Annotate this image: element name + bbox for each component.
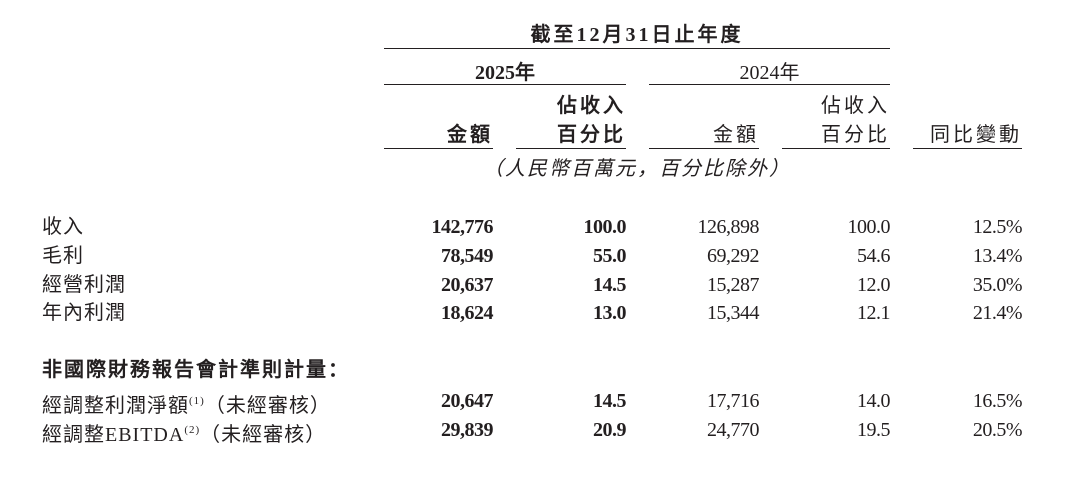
divider [649, 148, 759, 149]
yoy-change: 12.5% [972, 216, 1023, 238]
yoy-change: 21.4% [972, 302, 1023, 324]
amount-2024: 15,287 [707, 274, 760, 296]
divider [782, 148, 890, 149]
unaudited-note: （未經審核） [204, 395, 331, 417]
non-ifrs-heading-row: 非國際財務報告會計準則計量： [0, 356, 1080, 384]
pct-2024: 12.1 [857, 302, 891, 324]
amount-2025: 29,839 [441, 419, 494, 441]
pct-2025: 100.0 [583, 216, 627, 238]
amount-2024: 69,292 [707, 245, 760, 267]
col-pct-2024-line1: 佔收入 [821, 95, 890, 117]
row-label: 經調整EBITDA(2)（未經審核） [42, 416, 326, 449]
year-current-heading: 2025年 [475, 62, 535, 84]
col-amount-2024: 金額 [713, 124, 759, 146]
pct-2025: 13.0 [593, 302, 627, 324]
amount-2024: 17,716 [707, 390, 760, 412]
row-label-text: 經調整EBITDA [42, 424, 185, 446]
table-row-profit-for-year: 年內利潤 18,624 13.0 15,344 12.1 21.4% [0, 299, 1080, 327]
year-prior-heading: 2024年 [739, 62, 800, 84]
row-label: 經調整利潤淨額(1)（未經審核） [42, 387, 331, 420]
yoy-change: 20.5% [972, 419, 1023, 441]
footnote-marker: (1) [189, 395, 205, 407]
table-row-operating-profit: 經營利潤 20,637 14.5 15,287 12.0 35.0% [0, 271, 1080, 299]
amount-2024: 126,898 [697, 216, 760, 238]
col-pct-2025-line1: 佔收入 [557, 95, 626, 117]
table-row-revenue: 收入 142,776 100.0 126,898 100.0 12.5% [0, 213, 1080, 241]
divider [649, 84, 890, 85]
non-ifrs-heading: 非國際財務報告會計準則計量： [42, 359, 350, 381]
col-amount-2025: 金額 [447, 124, 493, 146]
pct-2024: 14.0 [857, 390, 891, 412]
col-pct-2025-line2: 百分比 [557, 124, 626, 146]
pct-2024: 100.0 [847, 216, 891, 238]
unit-note: （人民幣百萬元，百分比除外） [483, 158, 791, 180]
pct-2025: 14.5 [593, 274, 627, 296]
divider [384, 48, 890, 49]
amount-2025: 20,637 [441, 274, 494, 296]
yoy-change: 35.0% [972, 274, 1023, 296]
pct-2025: 20.9 [593, 419, 627, 441]
amount-2025: 20,647 [441, 390, 494, 412]
col-change: 同比變動 [930, 124, 1022, 146]
amount-2025: 18,624 [441, 302, 494, 324]
divider [384, 84, 626, 85]
pct-2025: 55.0 [593, 245, 627, 267]
amount-2025: 78,549 [441, 245, 494, 267]
pct-2024: 54.6 [857, 245, 891, 267]
row-label: 經營利潤 [42, 274, 126, 296]
amount-2024: 24,770 [707, 419, 760, 441]
row-label: 年內利潤 [42, 302, 126, 324]
divider [516, 148, 626, 149]
amount-2025: 142,776 [431, 216, 494, 238]
table-row-gross-profit: 毛利 78,549 55.0 69,292 54.6 13.4% [0, 242, 1080, 270]
table-row-adjusted-net-profit: 經調整利潤淨額(1)（未經審核） 20,647 14.5 17,716 14.0… [0, 387, 1080, 417]
period-heading: 截至12月31日止年度 [530, 24, 744, 46]
divider [384, 148, 493, 149]
table-row-adjusted-ebitda: 經調整EBITDA(2)（未經審核） 29,839 20.9 24,770 19… [0, 416, 1080, 446]
pct-2025: 14.5 [593, 390, 627, 412]
yoy-change: 16.5% [972, 390, 1023, 412]
yoy-change: 13.4% [972, 245, 1023, 267]
pct-2024: 19.5 [857, 419, 891, 441]
pct-2024: 12.0 [857, 274, 891, 296]
footnote-marker: (2) [184, 424, 201, 436]
unaudited-note: （未經審核） [200, 424, 327, 446]
row-label: 毛利 [42, 245, 84, 267]
divider [913, 148, 1022, 149]
row-label-text: 經調整利潤淨額 [42, 395, 189, 417]
col-pct-2024-line2: 百分比 [821, 124, 890, 146]
row-label: 收入 [42, 216, 84, 238]
amount-2024: 15,344 [707, 302, 760, 324]
